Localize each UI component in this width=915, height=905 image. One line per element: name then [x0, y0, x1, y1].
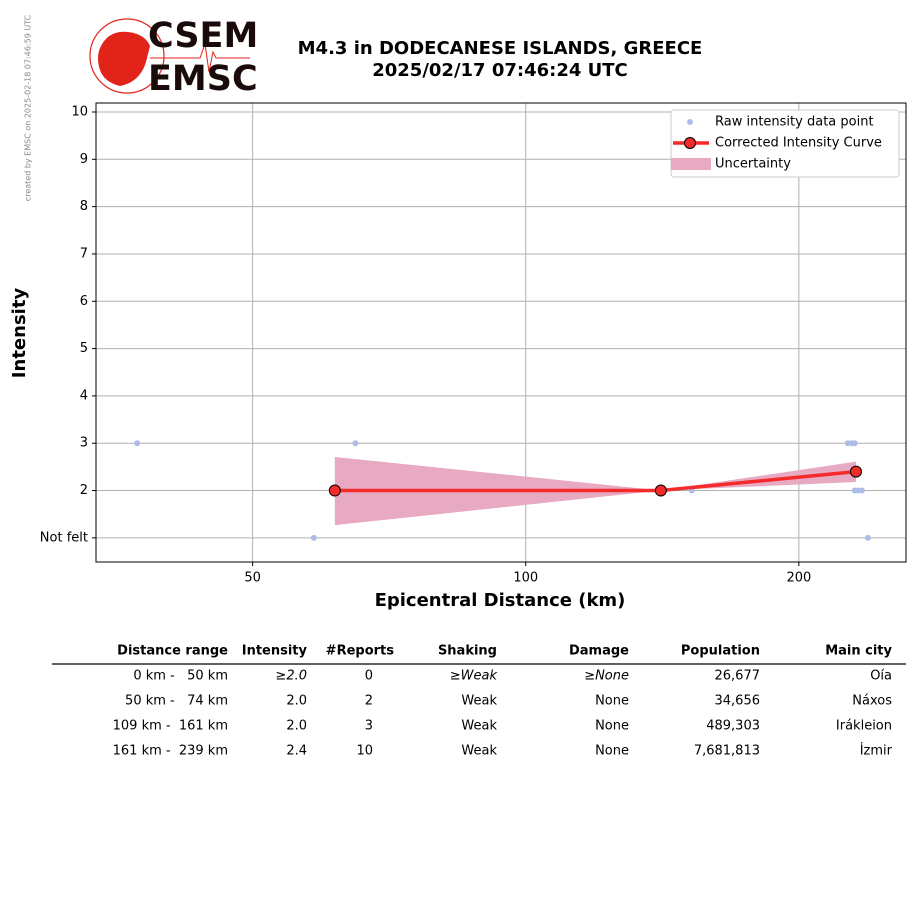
table-cell: 7,681,813: [694, 744, 760, 759]
y-tick-label: 4: [80, 388, 88, 403]
logo: CSEM EMSC: [89, 16, 258, 99]
table-cell: Náxos: [852, 694, 892, 709]
plot-frame: [95, 102, 907, 563]
y-tick-label: 8: [80, 199, 88, 214]
table-header: Damage: [569, 644, 629, 659]
legend-marker: [684, 137, 696, 149]
legend: Raw intensity data point Corrected Intens…: [670, 109, 900, 178]
table-header: #Reports: [326, 644, 395, 659]
table-cell: 2.0: [286, 694, 307, 709]
x-axis-label: Epicentral Distance (km): [375, 590, 626, 611]
legend-marker: [687, 119, 693, 125]
raw-point: [864, 534, 871, 541]
table-cell: 2.0: [286, 719, 307, 734]
table-cell: None: [595, 719, 629, 734]
table-cell: ≥2.0: [275, 669, 307, 684]
table-cell: None: [595, 694, 629, 709]
grid: [96, 103, 906, 562]
table-cell: 0 km - 50 km: [133, 669, 228, 684]
y-tick-label: 9: [80, 152, 88, 167]
legend-marker: [671, 158, 711, 170]
y-tick-label: 3: [80, 436, 88, 451]
x-tick-label: 100: [513, 571, 538, 586]
table-header: Shaking: [438, 644, 497, 659]
logo-bottom: EMSC: [148, 59, 258, 99]
table-cell: ≥Weak: [450, 669, 498, 684]
table-cell: 161 km - 239 km: [113, 744, 228, 759]
table-header: Distance range: [117, 644, 228, 659]
x-tick-label: 50: [244, 571, 261, 586]
raw-point: [352, 440, 359, 447]
table-cell: 50 km - 74 km: [125, 694, 228, 709]
table-cell: Irákleion: [836, 719, 892, 734]
table-cell: 3: [365, 719, 373, 734]
curve-point: [328, 484, 341, 497]
legend-label: Corrected Intensity Curve: [715, 136, 882, 151]
raw-point: [858, 487, 865, 494]
y-axis-label: Intensity: [9, 288, 30, 379]
y-tick-label: Not felt: [40, 530, 88, 545]
table-cell: 2.4: [286, 744, 307, 759]
table-cell: Weak: [461, 719, 497, 734]
y-tick-label: 6: [80, 294, 88, 309]
table-cell: 0: [365, 669, 373, 684]
y-tick-label: 7: [80, 246, 88, 261]
curve-point: [654, 484, 667, 497]
table-header: Population: [681, 644, 760, 659]
raw-point: [310, 534, 317, 541]
table-cell: 34,656: [715, 694, 761, 709]
raw-point: [134, 440, 141, 447]
table-cell: İzmir: [860, 743, 893, 759]
y-tick-label: 5: [80, 341, 88, 356]
table-cell: Weak: [461, 744, 497, 759]
chart-title: M4.3 in DODECANESE ISLANDS, GREECE: [298, 38, 703, 59]
table-cell: None: [595, 744, 629, 759]
x-tick-label: 200: [786, 571, 811, 586]
legend-label: Uncertainty: [715, 157, 791, 172]
table-cell: 10: [356, 744, 373, 759]
table-cell: 489,303: [706, 719, 760, 734]
y-tick-label: 2: [80, 483, 88, 498]
credit: created by EMSC on 2025-02-18 07:46:59 U…: [24, 14, 33, 201]
raw-point: [851, 440, 858, 447]
table-cell: Oía: [870, 669, 892, 684]
legend-label: Raw intensity data point: [715, 115, 874, 130]
table-header: Main city: [825, 644, 892, 659]
table-cell: Weak: [461, 694, 497, 709]
table-header: Intensity: [242, 644, 308, 659]
y-tick-label: 10: [71, 104, 88, 119]
chart-subtitle: 2025/02/17 07:46:24 UTC: [372, 60, 628, 81]
table-cell: ≥None: [584, 669, 629, 684]
table-cell: 2: [365, 694, 373, 709]
legend-frame: [670, 109, 900, 178]
logo-top: CSEM: [148, 16, 258, 56]
table-cell: 109 km - 161 km: [113, 719, 228, 734]
table-cell: 26,677: [715, 669, 761, 684]
curve-point: [849, 465, 862, 478]
